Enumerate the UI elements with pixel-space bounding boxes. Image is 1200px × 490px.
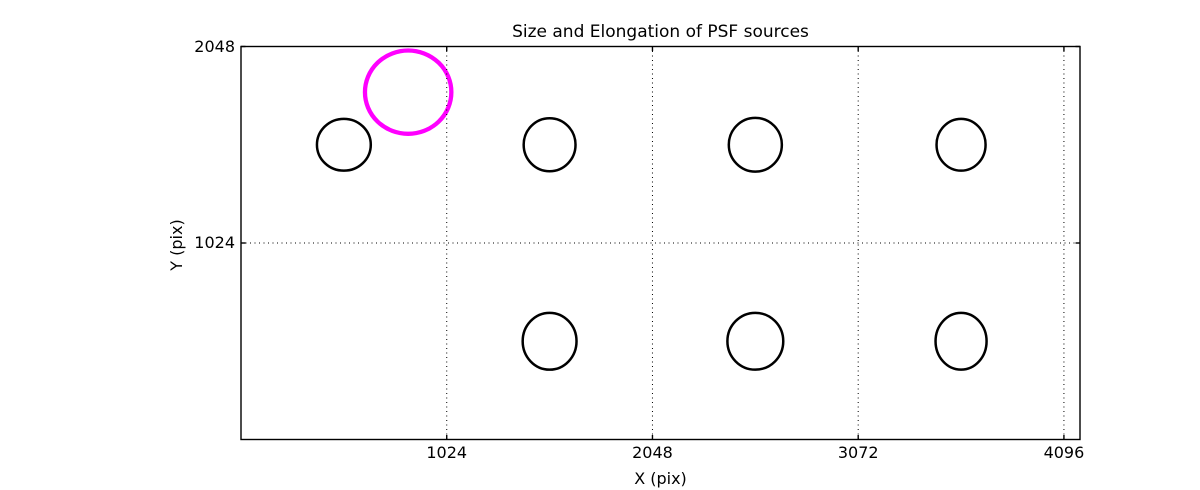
psf-ellipse-3 [727, 116, 784, 173]
psf-ellipse-1 [315, 117, 373, 172]
psf-ellipse-7 [934, 311, 988, 371]
x-axis-label: X (pix) [634, 469, 687, 488]
chart-title: Size and Elongation of PSF sources [512, 22, 809, 42]
psf-ellipse-6 [726, 311, 785, 371]
highlighted-psf-ellipse [362, 48, 454, 136]
x-tick-label-1024: 1024 [426, 443, 468, 462]
y-tick-label-1024: 1024 [194, 233, 235, 252]
psf-ellipse-4 [935, 117, 987, 172]
x-tick-label-4096: 4096 [1043, 443, 1085, 462]
psf-ellipse-5 [521, 311, 578, 371]
y-tick-label-2048: 2048 [194, 36, 235, 56]
x-tick-label-2048: 2048 [632, 443, 673, 462]
x-tick-label-3072: 3072 [837, 443, 879, 462]
psf-ellipse-2 [522, 117, 577, 173]
